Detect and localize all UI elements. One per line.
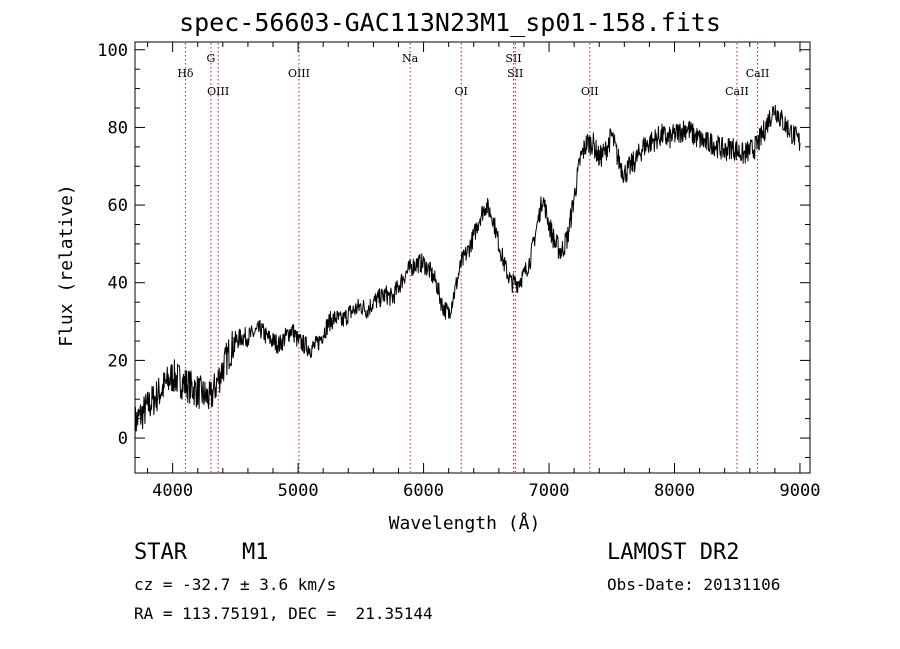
- x-tick-label: 6000: [403, 481, 444, 501]
- y-tick-label: 60: [108, 196, 128, 216]
- axes: 4000 5000 6000 7000 8000 9000 0 20 40 60 80 100 Wave…: [56, 41, 820, 534]
- line-marker-label: OIII: [207, 85, 229, 98]
- y-tick-label: 0: [118, 429, 128, 449]
- line-marker-label: Na: [402, 52, 419, 65]
- line-marker-label: CaII: [725, 85, 749, 98]
- line-marker-label: SII: [507, 67, 523, 80]
- object-subclass: M1: [242, 540, 269, 565]
- x-tick-label: 4000: [152, 481, 193, 501]
- y-tick-label: 100: [97, 41, 128, 61]
- line-marker-label: OI: [455, 85, 468, 98]
- line-marker-label: SII: [505, 52, 521, 65]
- plot-frame: [134, 41, 811, 474]
- flux-series: [134, 104, 801, 441]
- emission-line-markers: Hδ G OIII OIII Na OI SII SII OII CaII CaII: [177, 43, 769, 472]
- flux-line: [134, 104, 801, 441]
- line-marker-label: OIII: [288, 67, 310, 80]
- x-axis-label: Wavelength (Å): [389, 512, 541, 534]
- x-tick-label: 8000: [654, 481, 695, 501]
- coords-label: RA = 113.75191, DEC = 21.35144: [134, 604, 433, 623]
- chart-title: spec-56603-GAC113N23M1_sp01-158.fits: [179, 8, 721, 37]
- x-tick-label: 7000: [529, 481, 570, 501]
- redshift-label: cz = -32.7 ± 3.6 km/s: [134, 575, 337, 594]
- y-tick-label: 40: [108, 274, 128, 294]
- object-class: STAR: [134, 540, 187, 565]
- y-axis-label: Flux (relative): [56, 184, 77, 347]
- x-tick-label: 9000: [779, 481, 820, 501]
- obs-date-label: Obs-Date: 20131106: [607, 575, 781, 594]
- x-tick-label: 5000: [278, 481, 319, 501]
- y-tick-label: 20: [108, 351, 128, 371]
- line-marker-label: CaII: [746, 67, 770, 80]
- line-marker-label: Hδ: [177, 67, 194, 80]
- line-marker-label: G: [207, 52, 216, 65]
- y-tick-label: 80: [108, 118, 128, 138]
- survey-label: LAMOST DR2: [607, 540, 740, 565]
- line-marker-label: OII: [581, 85, 599, 98]
